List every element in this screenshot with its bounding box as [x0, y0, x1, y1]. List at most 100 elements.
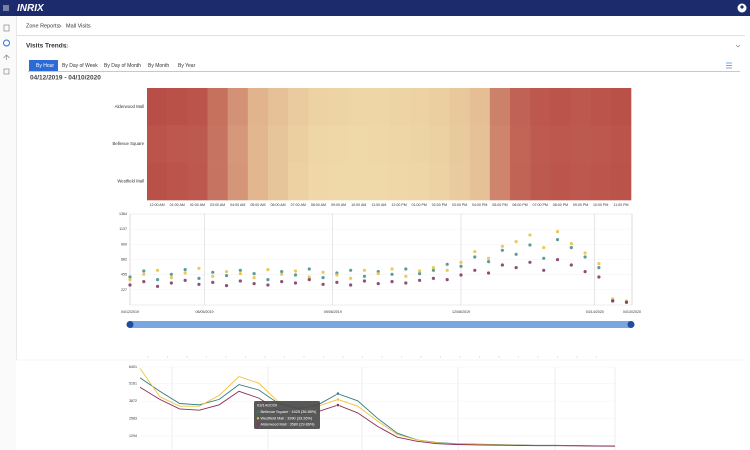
slider-handle[interactable]: [627, 321, 635, 328]
y-tick-label: 3872: [129, 399, 137, 403]
scatter-point: [321, 276, 325, 280]
heat-cell: [469, 162, 491, 201]
scatter-point: [514, 240, 518, 244]
scatter-point: [597, 266, 601, 270]
axis-dot: [323, 356, 324, 358]
column-label: 05:00 PM: [492, 203, 507, 207]
heat-cell: [449, 125, 470, 163]
tab[interactable]: By Year: [178, 63, 196, 69]
x-tick-label: 06/05/2019: [195, 310, 213, 314]
nav-icon[interactable]: [3, 24, 10, 32]
scatter-point: [445, 278, 449, 282]
axis-dot: [147, 356, 149, 358]
scatter-point: [321, 270, 325, 274]
scatter-point: [307, 275, 311, 279]
scatter-point: [362, 274, 367, 278]
heat-cell: [167, 88, 188, 126]
tab[interactable]: By Day of Month: [104, 63, 141, 69]
axis-dot: [206, 356, 207, 358]
scatter-point: [169, 276, 173, 280]
heat-cell: [590, 88, 612, 126]
heat-cell: [510, 125, 531, 163]
column-label: 12:00 AM: [149, 203, 164, 207]
heat-cell: [288, 125, 309, 163]
scatter-point: [211, 274, 215, 278]
scatter-point: [142, 269, 146, 273]
heat-cell: [610, 88, 632, 126]
axis-dot: [167, 356, 168, 358]
axis-dot: [576, 356, 578, 358]
heat-cell: [469, 88, 491, 126]
logo[interactable]: INRIX: [17, 3, 45, 14]
heat-cell: [348, 162, 370, 201]
heat-cell: [570, 162, 591, 201]
tab[interactable]: By Day of Week: [62, 63, 98, 69]
column-label: 04:00 AM: [230, 203, 245, 207]
axis-dot: [479, 356, 480, 358]
tooltip-swatch: [256, 423, 260, 426]
scatter-point: [307, 278, 311, 282]
scatter-point: [473, 268, 477, 272]
column-label: 12:00 PM: [391, 203, 406, 207]
slider-handle[interactable]: [126, 321, 134, 328]
scatter-point: [155, 268, 160, 272]
heat-cell: [348, 125, 370, 163]
heat-cell: [429, 162, 450, 201]
scatter-point: [542, 246, 546, 250]
column-label: 01:00 AM: [170, 203, 185, 207]
tab-active-bg: [29, 60, 58, 71]
heat-cell: [288, 88, 309, 126]
tooltip-swatch: [256, 417, 260, 420]
heat-cell: [409, 125, 430, 163]
nav-icon[interactable]: [3, 54, 10, 60]
row-label: Westfield Mall: [117, 178, 144, 183]
heat-cell: [429, 88, 450, 126]
heat-cell: [288, 162, 309, 201]
hover-point: [336, 403, 340, 407]
heat-cell: [550, 125, 571, 163]
scatter-point: [514, 252, 518, 256]
hover-point: [336, 397, 340, 402]
heat-cell: [207, 125, 228, 163]
scatter-point: [569, 242, 573, 246]
x-tick-label: 03/14/2020: [586, 310, 604, 314]
heat-cell: [207, 88, 228, 126]
heat-cell: [489, 88, 511, 126]
axis-dot: [381, 356, 383, 358]
heat-cell: [489, 125, 511, 163]
axis-dot: [459, 356, 461, 358]
menu-icon[interactable]: [3, 5, 9, 11]
range-slider[interactable]: [128, 321, 633, 328]
scatter-point: [280, 270, 284, 274]
heat-cell: [167, 125, 188, 163]
heat-cell: [389, 88, 410, 126]
heat-cell: [147, 162, 168, 201]
column-label: 07:00 PM: [533, 203, 548, 207]
info-icon[interactable]: [63, 43, 69, 49]
scatter-point: [611, 299, 615, 303]
axis-dot: [342, 356, 344, 358]
scatter-point: [431, 276, 436, 280]
tab[interactable]: By Month: [148, 63, 169, 69]
heat-cell: [610, 162, 632, 201]
y-tick-label: 682: [121, 257, 127, 261]
x-tick-label: 04/10/2020: [623, 310, 641, 314]
heat-cell: [429, 125, 450, 163]
heat-cell: [368, 125, 390, 163]
collapse-icon[interactable]: [735, 44, 741, 48]
breadcrumb-item[interactable]: Zone Reports: [26, 23, 60, 29]
y-tick-label: 455: [121, 273, 127, 277]
scatter-point: [252, 282, 256, 286]
heat-cell: [308, 125, 329, 163]
filter-icon[interactable]: [726, 62, 732, 69]
nav-icon[interactable]: [3, 68, 10, 75]
column-label: 10:00 AM: [351, 203, 366, 207]
tab[interactable]: By Hour: [36, 63, 54, 69]
scatter-point: [224, 274, 229, 278]
scatter-point: [183, 268, 187, 272]
scatter-point: [293, 273, 298, 277]
scatter-point: [280, 272, 284, 276]
nav-icon[interactable]: [3, 39, 10, 47]
scatter-point: [197, 282, 201, 286]
heat-cell: [489, 162, 511, 201]
